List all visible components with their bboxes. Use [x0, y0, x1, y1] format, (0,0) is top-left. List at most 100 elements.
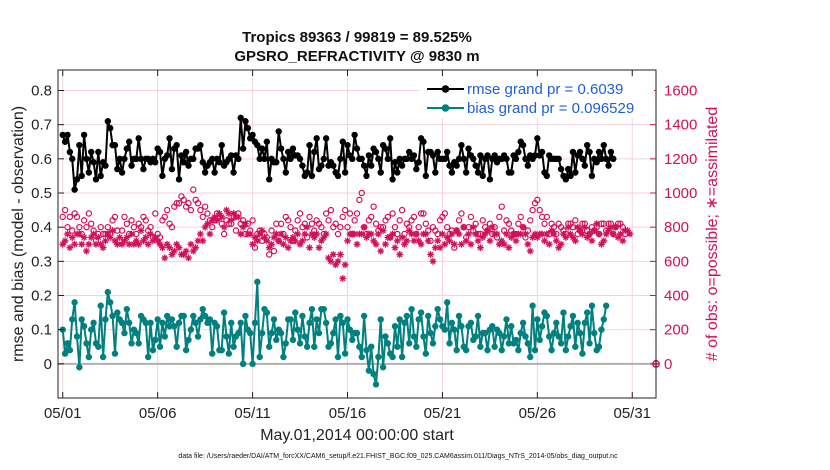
bias-point	[553, 319, 560, 327]
assimilated-obs-marker	[294, 230, 302, 238]
rmse-point	[403, 155, 411, 163]
rmse-point	[201, 169, 209, 176]
rmse-point	[173, 141, 180, 149]
rmse-point	[104, 118, 112, 125]
assimilated-obs-marker	[441, 240, 449, 248]
assimilated-obs-stroke	[316, 244, 322, 251]
bias-point	[574, 319, 581, 327]
assimilated-obs-stroke	[482, 231, 488, 237]
rmse-point	[239, 145, 247, 152]
bias-point	[80, 323, 88, 330]
assimilated-obs-marker	[341, 261, 349, 269]
bias-point	[598, 326, 605, 333]
assimilated-obs-stroke	[458, 241, 465, 248]
assimilated-obs-stroke	[619, 237, 626, 244]
possible-obs-marker	[225, 220, 233, 227]
assimilated-obs-stroke	[427, 251, 434, 258]
rmse-point	[455, 155, 463, 163]
assimilated-obs-marker	[612, 223, 620, 231]
rmse-point	[588, 172, 596, 180]
rmse-point	[303, 169, 311, 176]
y-right-tick-label: 800	[664, 219, 689, 236]
assimilated-obs-stroke	[171, 248, 178, 254]
y-right-tick-label: 400	[664, 288, 689, 305]
rmse-point	[377, 169, 384, 176]
possible-obs-marker	[339, 213, 346, 221]
possible-obs-marker	[69, 227, 76, 234]
rmse-point	[168, 165, 176, 173]
rmse-point	[133, 155, 140, 163]
rmse-point	[121, 155, 128, 163]
assimilated-obs-marker	[166, 244, 173, 252]
rmse-point	[479, 172, 486, 180]
rmse-point	[256, 155, 263, 163]
rmse-point	[306, 141, 313, 149]
assimilated-obs-marker	[531, 230, 539, 238]
bias-point	[265, 343, 273, 350]
assimilated-obs-stroke	[226, 210, 232, 217]
assimilated-obs-stroke	[406, 227, 413, 234]
rmse-point	[610, 155, 617, 163]
rmse-point	[543, 172, 551, 180]
rmse-point	[237, 114, 244, 122]
assimilated-obs-stroke	[375, 231, 382, 237]
assimilated-obs-stroke	[603, 231, 610, 237]
rmse-point	[289, 145, 297, 152]
assimilated-obs-marker	[234, 213, 242, 221]
assimilated-obs-stroke	[351, 231, 358, 237]
assimilated-obs-stroke	[489, 224, 496, 231]
assimilated-obs-stroke	[116, 234, 123, 241]
rmse-point	[583, 141, 591, 149]
assimilated-obs-marker	[185, 254, 192, 262]
possible-obs-marker	[498, 203, 505, 210]
possible-obs-marker	[496, 213, 503, 221]
assimilated-obs-stroke	[522, 231, 529, 237]
assimilated-obs-stroke	[413, 231, 420, 237]
assimilated-obs-stroke	[157, 241, 163, 248]
bias-point	[144, 353, 152, 361]
bias-point	[375, 353, 382, 361]
assimilated-obs-stroke	[615, 234, 621, 241]
assimilated-obs-stroke	[370, 237, 377, 244]
assimilated-obs-stroke	[437, 244, 443, 251]
bias-point	[503, 316, 510, 323]
rmse-point	[600, 141, 607, 149]
rmse-point	[432, 169, 439, 176]
bias-point	[515, 346, 522, 354]
assimilated-obs-stroke	[553, 237, 560, 244]
assimilated-obs-stroke	[218, 214, 225, 220]
rmse-point	[311, 148, 318, 156]
assimilated-obs-marker	[291, 237, 299, 245]
assimilated-obs-marker	[227, 216, 235, 224]
y-axis-label-left: rmse and bias (model - observation)	[10, 106, 27, 362]
bias-point	[125, 319, 133, 327]
bias-point	[372, 381, 380, 388]
assimilated-obs-stroke	[612, 224, 619, 231]
rmse-point	[422, 172, 430, 180]
assimilated-obs-marker	[344, 237, 351, 245]
possible-obs-marker	[417, 210, 425, 217]
rmse-point	[277, 145, 285, 152]
rmse-point	[472, 162, 479, 169]
assimilated-obs-marker	[401, 240, 408, 248]
possible-obs-marker	[142, 217, 150, 224]
rmse-point	[555, 155, 562, 163]
assimilated-obs-stroke	[558, 241, 564, 248]
rmse-point	[586, 148, 593, 156]
assimilated-obs-marker	[230, 210, 238, 217]
possible-obs-marker	[441, 210, 449, 217]
assimilated-obs-stroke	[126, 241, 133, 248]
assimilated-obs-marker	[251, 234, 259, 241]
rmse-point	[581, 162, 589, 169]
rmse-point	[396, 155, 403, 163]
assimilated-obs-stroke	[617, 231, 624, 237]
bias-point	[292, 309, 299, 316]
rmse-point	[368, 162, 375, 169]
bias-point	[569, 312, 577, 320]
bias-point	[282, 340, 290, 347]
rmse-point	[71, 186, 78, 193]
bias-point	[270, 316, 278, 323]
possible-obs-marker	[311, 227, 318, 234]
rmse-point	[263, 138, 271, 145]
rmse-point	[460, 155, 467, 163]
